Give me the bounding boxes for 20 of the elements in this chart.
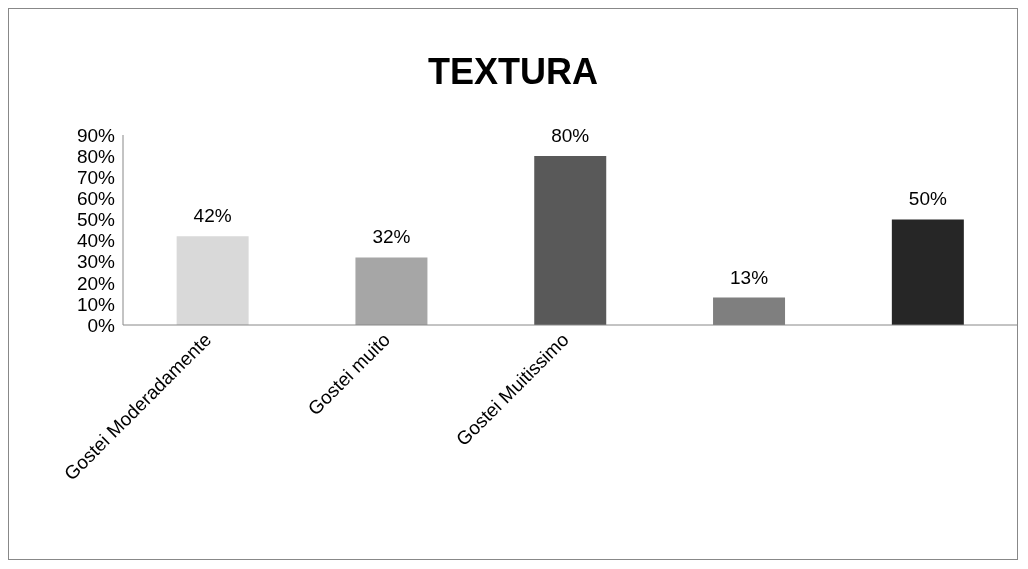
chart-title: TEXTURA: [427, 50, 599, 94]
y-tick-label: 20%: [76, 272, 116, 294]
y-tick-label: 10%: [76, 293, 116, 315]
y-tick-label: 80%: [76, 145, 116, 167]
data-label: 50%: [908, 188, 947, 210]
data-label: 80%: [551, 125, 590, 147]
y-tick-label: 30%: [76, 251, 116, 273]
bar: [891, 219, 964, 325]
y-tick-label: 50%: [76, 209, 116, 231]
y-tick-label: 70%: [76, 166, 116, 188]
bar: [534, 156, 607, 325]
data-label: 13%: [730, 266, 769, 288]
y-tick-label: 0%: [87, 314, 116, 336]
data-label: 32%: [372, 226, 411, 248]
bar: [176, 236, 249, 325]
data-label: 42%: [193, 205, 232, 227]
y-tick-label: 40%: [76, 230, 116, 252]
bar: [355, 257, 428, 325]
y-tick-label: 90%: [76, 124, 116, 146]
y-tick-label: 60%: [76, 188, 116, 210]
